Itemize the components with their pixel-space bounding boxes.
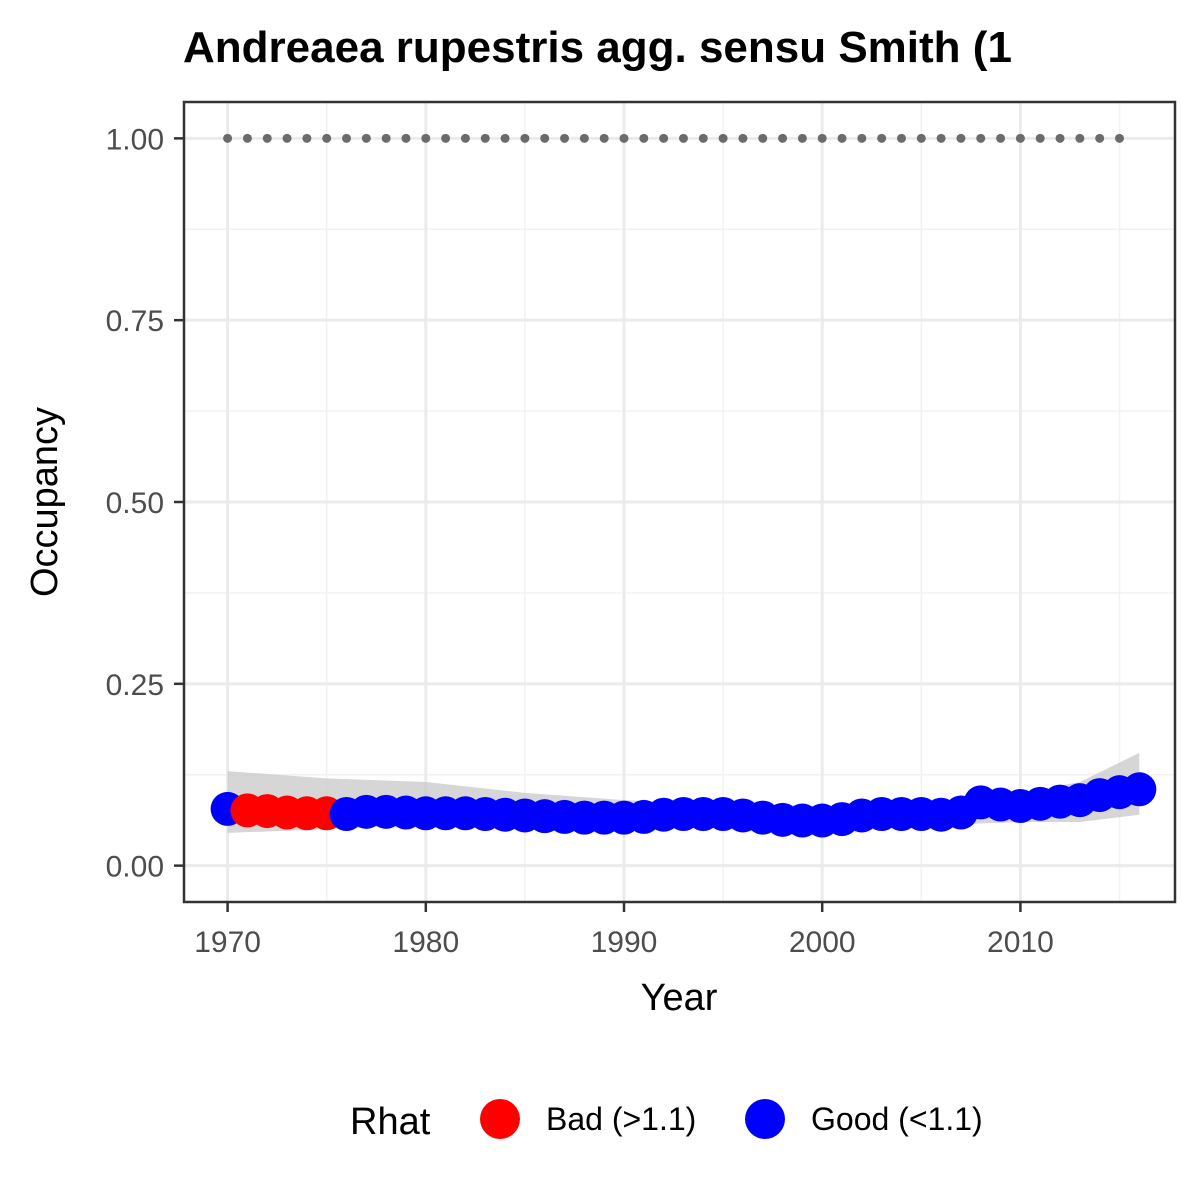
- reference-point: [718, 133, 728, 143]
- legend: Rhat Bad (>1.1) Good (<1.1): [350, 1099, 983, 1143]
- reference-point: [361, 133, 371, 143]
- reference-point: [916, 133, 926, 143]
- reference-point: [223, 133, 233, 143]
- y-tick-label: 1.00: [106, 123, 164, 156]
- y-tick-label: 0.75: [106, 305, 164, 338]
- reference-point: [619, 133, 629, 143]
- reference-point: [698, 133, 708, 143]
- legend-key: [480, 1099, 520, 1139]
- reference-point: [837, 133, 847, 143]
- reference-point: [678, 133, 688, 143]
- x-tick-label: 2010: [987, 926, 1054, 959]
- reference-point: [738, 133, 748, 143]
- legend-title: Rhat: [350, 1101, 431, 1143]
- y-tick-label: 0.50: [106, 487, 164, 520]
- chart-title: Andreaea rupestris agg. sensu Smith (1: [183, 23, 1012, 72]
- reference-point: [1115, 133, 1125, 143]
- reference-point: [1055, 133, 1065, 143]
- reference-point: [956, 133, 966, 143]
- reference-point: [520, 133, 530, 143]
- reference-point: [540, 133, 550, 143]
- reference-point: [1075, 133, 1085, 143]
- reference-point: [996, 133, 1006, 143]
- reference-point: [480, 133, 490, 143]
- x-tick-label: 2000: [789, 926, 856, 959]
- x-axis-label: Year: [641, 977, 718, 1019]
- reference-point: [877, 133, 887, 143]
- y-tick-label: 0.00: [106, 851, 164, 884]
- reference-point: [441, 133, 451, 143]
- x-tick-label: 1980: [392, 926, 459, 959]
- reference-point: [500, 133, 510, 143]
- reference-point: [758, 133, 768, 143]
- reference-point: [817, 133, 827, 143]
- reference-point: [322, 133, 332, 143]
- reference-point: [639, 133, 649, 143]
- reference-point: [302, 133, 312, 143]
- reference-point: [659, 133, 669, 143]
- reference-point: [421, 133, 431, 143]
- reference-point: [797, 133, 807, 143]
- reference-point: [1015, 133, 1025, 143]
- data-point-good: [1122, 772, 1157, 807]
- reference-point: [579, 133, 589, 143]
- legend-key: [745, 1099, 785, 1139]
- reference-point: [936, 133, 946, 143]
- reference-point: [342, 133, 352, 143]
- reference-point: [857, 133, 867, 143]
- legend-label: Bad (>1.1): [546, 1101, 696, 1137]
- y-tick-label: 0.25: [106, 669, 164, 702]
- x-tick-label: 1990: [591, 926, 658, 959]
- reference-point: [1035, 133, 1045, 143]
- y-axis-label: Occupancy: [24, 407, 66, 597]
- plot-area: 0.00 0.25 0.50 0.75 1.00 1970 1980 1990 2000 2010: [106, 100, 1177, 959]
- reference-point: [381, 133, 391, 143]
- reference-point: [560, 133, 570, 143]
- reference-point: [242, 133, 252, 143]
- x-tick-label: 1970: [194, 926, 261, 959]
- reference-point: [262, 133, 272, 143]
- reference-point: [282, 133, 292, 143]
- legend-label: Good (<1.1): [811, 1101, 983, 1137]
- reference-point: [460, 133, 470, 143]
- reference-point: [599, 133, 609, 143]
- reference-point: [1095, 133, 1105, 143]
- reference-point: [401, 133, 411, 143]
- reference-point: [778, 133, 788, 143]
- reference-point: [896, 133, 906, 143]
- reference-point: [976, 133, 986, 143]
